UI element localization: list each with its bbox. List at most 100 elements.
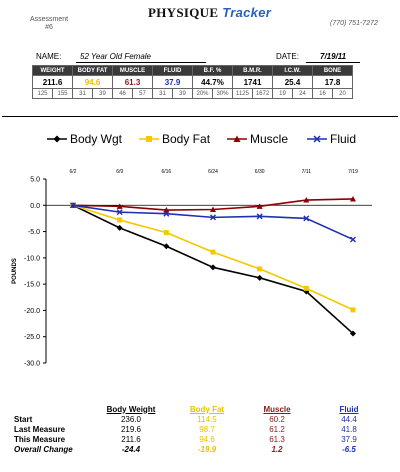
data-point — [163, 230, 169, 236]
stats-range-cell: 57 — [132, 88, 153, 99]
y-tick-label: -15.0 — [24, 282, 40, 289]
stats-value-cell: 17.8 — [312, 75, 353, 89]
y-tick-label: -20.0 — [24, 308, 40, 315]
summary-header-cell: Fluid — [339, 404, 359, 414]
stats-table: WEIGHT BODY FAT MUSCLE FLUID B.F. % B.M.… — [32, 65, 353, 99]
stats-value-cell: 1741 — [232, 75, 273, 89]
data-point — [70, 202, 76, 209]
data-point — [116, 203, 123, 209]
summary-cell: 1.2 — [271, 444, 283, 454]
legend-item-body-fat: Body Fat — [138, 132, 218, 146]
name-underline — [76, 62, 206, 63]
stats-value-cell: 211.6 — [32, 75, 73, 89]
logo-part-tracker: Tracker — [222, 5, 272, 20]
line-chart: 5.0 0.0 -5.0 -10.0 -15.0 -20.0 -25.0 -30.0 POUND… — [12, 169, 372, 368]
summary-corner — [14, 404, 90, 414]
summary-cell: 98.7 — [199, 424, 215, 434]
stats-value-row: 211.6 94.6 61.3 37.9 44.7% 1741 25.4 17.… — [32, 75, 353, 89]
data-point — [257, 266, 263, 272]
summary-cell: -24.4 — [121, 444, 141, 454]
summary-cell: 236.0 — [120, 414, 142, 424]
stats-header-cell: B.F. % — [192, 65, 233, 76]
x-tick-label: 6/24 — [208, 169, 218, 175]
stats-range-cell: 1125 — [232, 88, 253, 99]
y-tick-label: -25.0 — [24, 334, 40, 341]
summary-cell: 114.5 — [197, 414, 217, 424]
legend-swatch-x-icon — [307, 135, 327, 143]
summary-cell: 61.3 — [269, 434, 285, 444]
stats-range-cell: 19 — [272, 88, 293, 99]
data-point — [163, 210, 170, 217]
data-point — [117, 217, 123, 223]
data-point — [350, 236, 356, 243]
y-tick-label: -10.0 — [24, 255, 40, 262]
x-tick-label: 7/19 — [348, 169, 358, 175]
y-tick-label: -5.0 — [28, 229, 40, 236]
legend-label: Body Wgt — [70, 132, 123, 146]
stats-range-cell: 30% — [212, 88, 233, 99]
assessment-title: Assessment — [30, 16, 69, 23]
x-tick-label: 6/2 — [70, 169, 77, 175]
summary-row-label: Start — [14, 414, 33, 424]
stats-value-cell: 37.9 — [152, 75, 193, 89]
summary-header-cell: Body Weight — [106, 404, 156, 414]
legend-swatch-square-icon — [139, 136, 159, 142]
date-value: 7/19/11 — [320, 52, 347, 61]
summary-cell: 41.8 — [341, 424, 357, 434]
data-point — [210, 206, 216, 212]
stats-range-cell: 20 — [332, 88, 353, 99]
stats-range-cell: 20% — [192, 88, 213, 99]
stats-value-cell: 94.6 — [72, 75, 113, 89]
summary-cell: 94.6 — [199, 434, 215, 444]
data-point — [350, 195, 356, 202]
y-axis-title: POUNDS — [12, 258, 18, 284]
summary-row-label: This Measure — [14, 434, 66, 444]
data-point — [116, 224, 123, 231]
data-point — [350, 307, 356, 313]
summary-total-row: Overall Change -24.4 -19.9 1.2 -6.5 — [14, 444, 386, 454]
legend-label: Fluid — [330, 132, 357, 146]
data-point — [163, 243, 170, 250]
stats-range-cell: 16 — [312, 88, 333, 99]
summary-row-label: Overall Change — [14, 444, 73, 454]
stats-value-cell: 25.4 — [272, 75, 313, 89]
summary-header-cell: Muscle — [263, 404, 291, 414]
legend-label: Body Fat — [162, 132, 211, 146]
stats-range-cell: 39 — [172, 88, 193, 99]
y-tick-label: 5.0 — [30, 177, 40, 184]
legend-swatch-triangle-icon — [227, 135, 247, 142]
stats-header-row: WEIGHT BODY FAT MUSCLE FLUID B.F. % B.M.… — [32, 65, 353, 76]
summary-cell: 60.2 — [269, 414, 285, 424]
legend-item-fluid: Fluid — [306, 132, 376, 146]
data-point — [256, 203, 263, 209]
summary-row-label: Last Measure — [14, 424, 66, 434]
stats-range-row: 125 155 31 39 46 57 31 39 20% 30% 1125 1… — [32, 88, 353, 99]
summary-cell: -6.5 — [342, 444, 356, 454]
summary-cell: 61.2 — [269, 424, 285, 434]
stats-range-cell: 46 — [112, 88, 133, 99]
stats-range-cell: 1672 — [252, 88, 273, 99]
data-point — [163, 207, 170, 213]
stats-header-cell: FLUID — [152, 65, 193, 76]
stats-range-cell: 125 — [32, 88, 53, 99]
section-divider — [2, 116, 398, 117]
legend-swatch-diamond-icon — [47, 135, 67, 143]
data-point — [256, 213, 263, 220]
summary-row: Last Measure 219.6 98.7 61.2 41.8 — [14, 424, 386, 434]
stats-header-cell: I.C.W. — [272, 65, 313, 76]
data-point — [303, 285, 309, 291]
legend-label: Muscle — [250, 132, 289, 146]
data-point — [116, 209, 123, 216]
stats-range-cell: 155 — [52, 88, 73, 99]
summary-cell: 211.6 — [121, 434, 141, 444]
date-underline — [306, 62, 360, 63]
summary-cell: 37.9 — [341, 434, 357, 444]
data-point — [350, 330, 356, 337]
summary-cell: -19.9 — [197, 444, 217, 454]
x-tick-label: 6/16 — [161, 169, 171, 175]
assessment-label: Assessment #6 — [30, 16, 68, 32]
summary-table: Body Weight Body Fat Muscle Fluid Start … — [14, 404, 386, 454]
stats-header-cell: B.M.R. — [232, 65, 273, 76]
summary-row: Start 236.0 114.5 60.2 44.4 — [14, 414, 386, 424]
stats-value-cell: 61.3 — [112, 75, 153, 89]
